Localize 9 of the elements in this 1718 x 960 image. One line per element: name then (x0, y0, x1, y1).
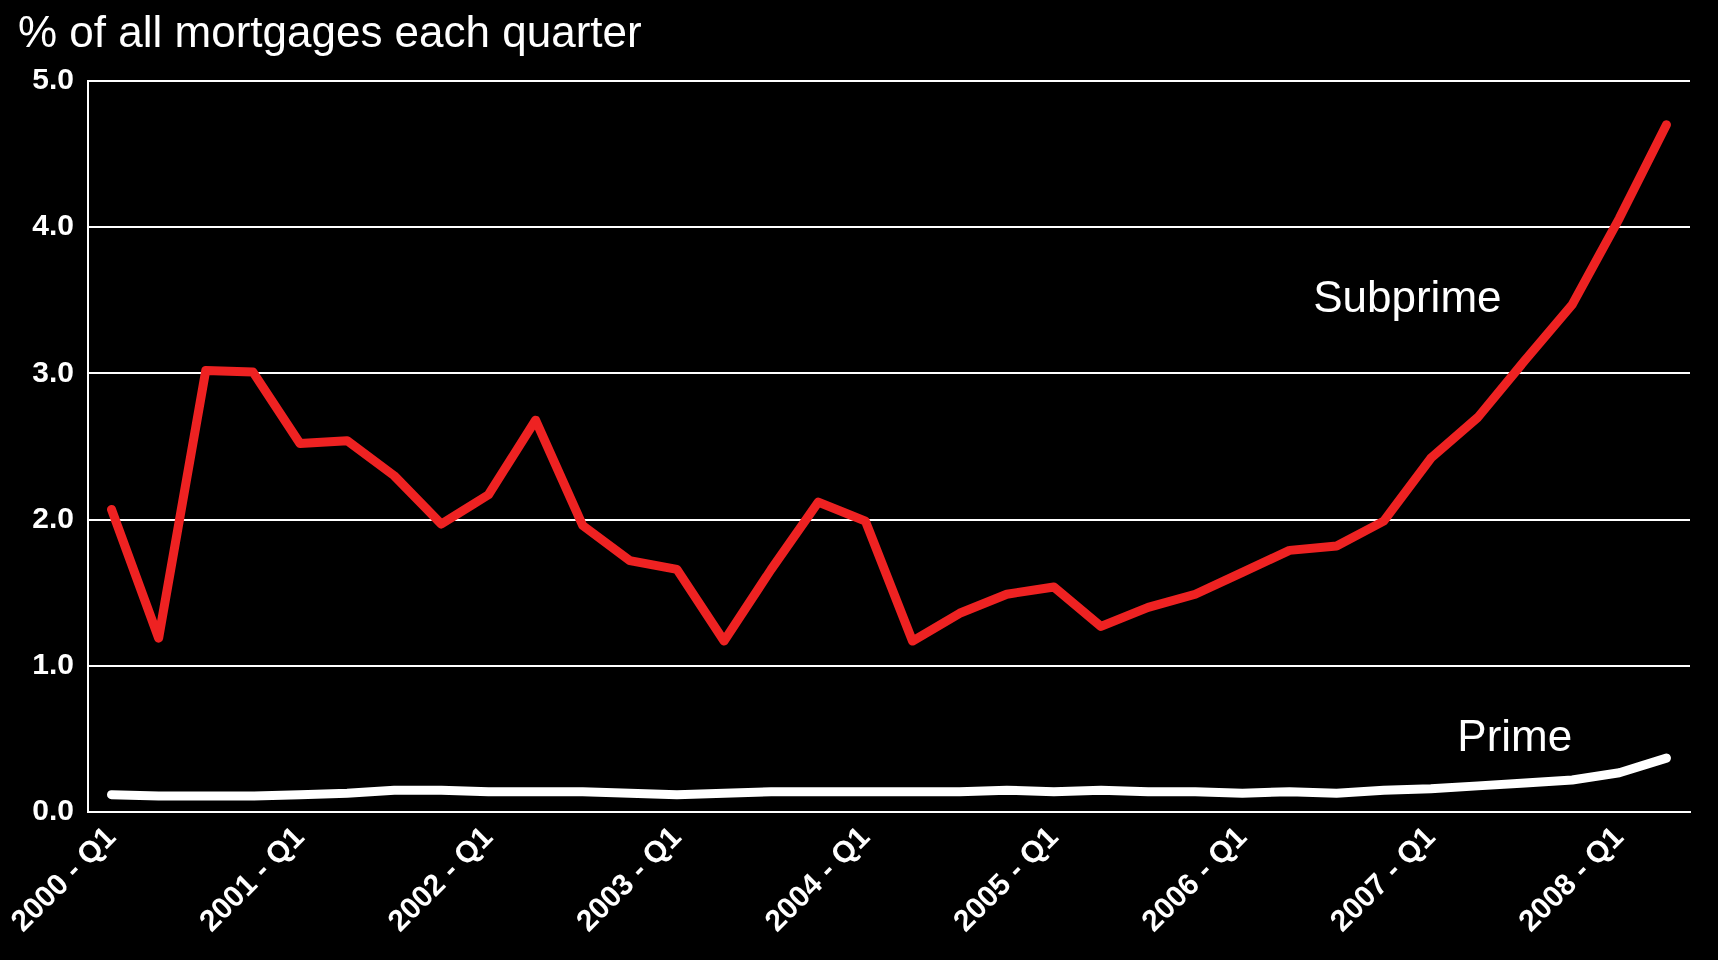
series-label: Subprime (1313, 272, 1502, 322)
y-tick-label: 0.0 (32, 793, 74, 827)
y-tick-label: 1.0 (32, 647, 74, 681)
y-tick-label: 3.0 (32, 354, 74, 388)
series-label: Prime (1457, 711, 1573, 761)
y-tick-label: 4.0 (32, 208, 74, 242)
chart-title: % of all mortgages each quarter (18, 6, 642, 56)
y-tick-label: 2.0 (32, 500, 74, 534)
y-tick-label: 5.0 (32, 62, 74, 96)
